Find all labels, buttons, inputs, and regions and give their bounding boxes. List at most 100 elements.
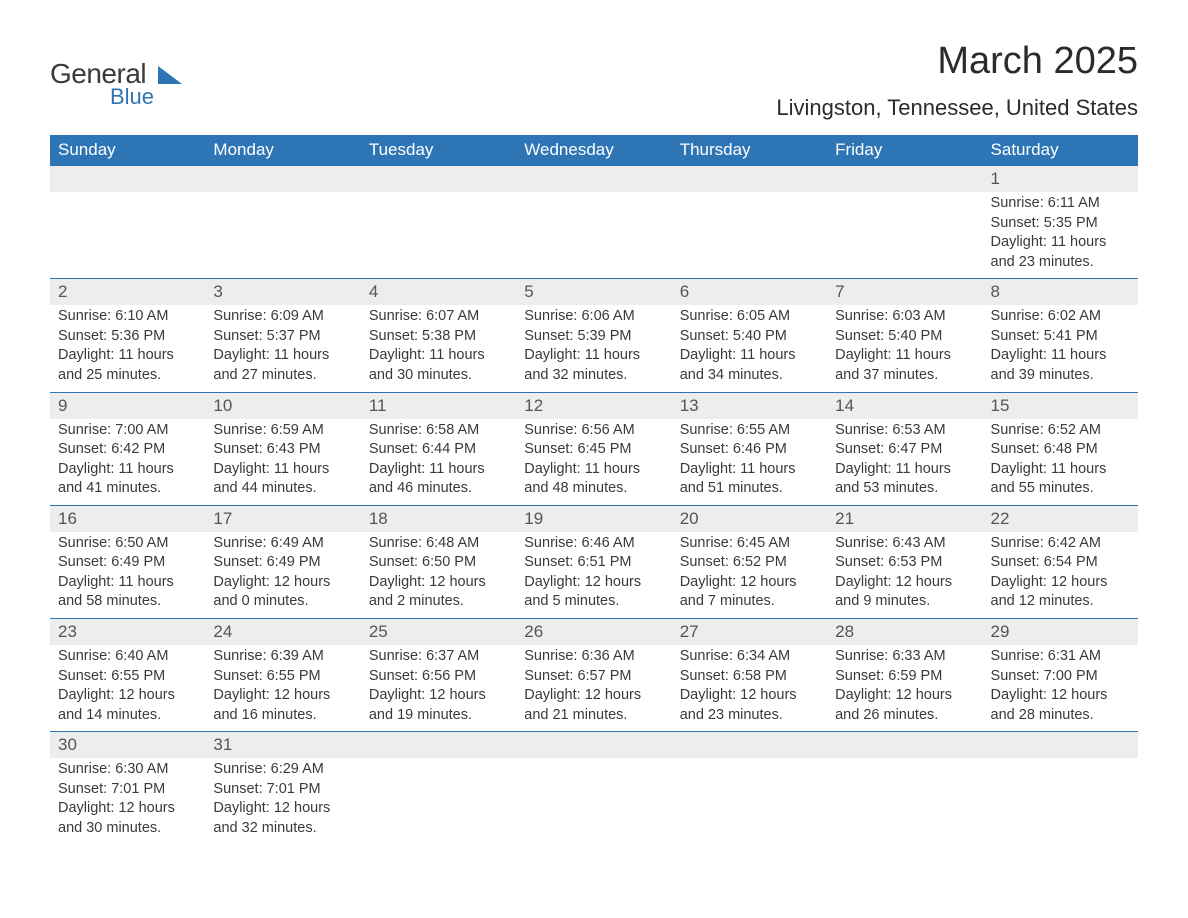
calendar-day-cell: 29Sunrise: 6:31 AMSunset: 7:00 PMDayligh… xyxy=(983,619,1138,732)
weekday-header: Sunday xyxy=(50,135,205,166)
day-number xyxy=(827,732,982,758)
brand-triangle-icon xyxy=(158,66,182,84)
location-subtitle: Livingston, Tennessee, United States xyxy=(776,95,1138,121)
brand-logo: General Blue xyxy=(50,60,182,108)
calendar-row: 30Sunrise: 6:30 AMSunset: 7:01 PMDayligh… xyxy=(50,732,1138,845)
calendar-day-cell: 20Sunrise: 6:45 AMSunset: 6:52 PMDayligh… xyxy=(672,505,827,618)
calendar-day-cell: 22Sunrise: 6:42 AMSunset: 6:54 PMDayligh… xyxy=(983,505,1138,618)
day-number xyxy=(205,166,360,192)
calendar-empty-cell xyxy=(672,166,827,279)
day-details: Sunrise: 6:09 AMSunset: 5:37 PMDaylight:… xyxy=(205,305,360,391)
day-details: Sunrise: 6:06 AMSunset: 5:39 PMDaylight:… xyxy=(516,305,671,391)
calendar-row: 23Sunrise: 6:40 AMSunset: 6:55 PMDayligh… xyxy=(50,619,1138,732)
calendar-day-cell: 13Sunrise: 6:55 AMSunset: 6:46 PMDayligh… xyxy=(672,392,827,505)
day-number: 16 xyxy=(50,506,205,532)
day-number: 28 xyxy=(827,619,982,645)
day-details: Sunrise: 6:02 AMSunset: 5:41 PMDaylight:… xyxy=(983,305,1138,391)
day-details xyxy=(672,192,827,278)
calendar-day-cell: 31Sunrise: 6:29 AMSunset: 7:01 PMDayligh… xyxy=(205,732,360,845)
calendar-row: 2Sunrise: 6:10 AMSunset: 5:36 PMDaylight… xyxy=(50,279,1138,392)
calendar-day-cell: 5Sunrise: 6:06 AMSunset: 5:39 PMDaylight… xyxy=(516,279,671,392)
calendar-day-cell: 6Sunrise: 6:05 AMSunset: 5:40 PMDaylight… xyxy=(672,279,827,392)
brand-line2: Blue xyxy=(110,86,154,108)
day-details: Sunrise: 6:33 AMSunset: 6:59 PMDaylight:… xyxy=(827,645,982,731)
calendar-table: SundayMondayTuesdayWednesdayThursdayFrid… xyxy=(50,135,1138,845)
day-details: Sunrise: 6:40 AMSunset: 6:55 PMDaylight:… xyxy=(50,645,205,731)
day-details xyxy=(205,192,360,278)
calendar-day-cell: 26Sunrise: 6:36 AMSunset: 6:57 PMDayligh… xyxy=(516,619,671,732)
day-details xyxy=(516,192,671,278)
weekday-header: Wednesday xyxy=(516,135,671,166)
day-number: 1 xyxy=(983,166,1138,192)
day-details: Sunrise: 6:34 AMSunset: 6:58 PMDaylight:… xyxy=(672,645,827,731)
day-details: Sunrise: 6:56 AMSunset: 6:45 PMDaylight:… xyxy=(516,419,671,505)
weekday-header: Tuesday xyxy=(361,135,516,166)
day-number: 18 xyxy=(361,506,516,532)
day-details: Sunrise: 6:11 AMSunset: 5:35 PMDaylight:… xyxy=(983,192,1138,278)
day-number xyxy=(50,166,205,192)
day-number: 21 xyxy=(827,506,982,532)
calendar-day-cell: 9Sunrise: 7:00 AMSunset: 6:42 PMDaylight… xyxy=(50,392,205,505)
day-number: 11 xyxy=(361,393,516,419)
day-details xyxy=(50,192,205,278)
day-details: Sunrise: 6:46 AMSunset: 6:51 PMDaylight:… xyxy=(516,532,671,618)
weekday-header: Thursday xyxy=(672,135,827,166)
day-details: Sunrise: 6:49 AMSunset: 6:49 PMDaylight:… xyxy=(205,532,360,618)
calendar-day-cell: 12Sunrise: 6:56 AMSunset: 6:45 PMDayligh… xyxy=(516,392,671,505)
day-details: Sunrise: 6:48 AMSunset: 6:50 PMDaylight:… xyxy=(361,532,516,618)
calendar-day-cell: 17Sunrise: 6:49 AMSunset: 6:49 PMDayligh… xyxy=(205,505,360,618)
day-details: Sunrise: 6:37 AMSunset: 6:56 PMDaylight:… xyxy=(361,645,516,731)
day-number: 22 xyxy=(983,506,1138,532)
day-number: 15 xyxy=(983,393,1138,419)
calendar-day-cell: 25Sunrise: 6:37 AMSunset: 6:56 PMDayligh… xyxy=(361,619,516,732)
day-number: 7 xyxy=(827,279,982,305)
day-details: Sunrise: 6:45 AMSunset: 6:52 PMDaylight:… xyxy=(672,532,827,618)
day-number: 29 xyxy=(983,619,1138,645)
day-number xyxy=(672,732,827,758)
calendar-empty-cell xyxy=(361,732,516,845)
calendar-empty-cell xyxy=(361,166,516,279)
day-number: 6 xyxy=(672,279,827,305)
day-details: Sunrise: 6:07 AMSunset: 5:38 PMDaylight:… xyxy=(361,305,516,391)
page-title: March 2025 xyxy=(776,40,1138,83)
calendar-empty-cell xyxy=(827,166,982,279)
day-details: Sunrise: 6:50 AMSunset: 6:49 PMDaylight:… xyxy=(50,532,205,618)
day-number xyxy=(516,732,671,758)
weekday-header: Monday xyxy=(205,135,360,166)
calendar-day-cell: 10Sunrise: 6:59 AMSunset: 6:43 PMDayligh… xyxy=(205,392,360,505)
day-number: 30 xyxy=(50,732,205,758)
day-details: Sunrise: 6:42 AMSunset: 6:54 PMDaylight:… xyxy=(983,532,1138,618)
calendar-empty-cell xyxy=(205,166,360,279)
calendar-empty-cell xyxy=(672,732,827,845)
day-number xyxy=(827,166,982,192)
calendar-day-cell: 19Sunrise: 6:46 AMSunset: 6:51 PMDayligh… xyxy=(516,505,671,618)
day-number: 24 xyxy=(205,619,360,645)
day-number: 23 xyxy=(50,619,205,645)
day-number xyxy=(983,732,1138,758)
day-details: Sunrise: 6:59 AMSunset: 6:43 PMDaylight:… xyxy=(205,419,360,505)
day-details: Sunrise: 6:55 AMSunset: 6:46 PMDaylight:… xyxy=(672,419,827,505)
day-details: Sunrise: 6:36 AMSunset: 6:57 PMDaylight:… xyxy=(516,645,671,731)
day-number: 5 xyxy=(516,279,671,305)
weekday-header-row: SundayMondayTuesdayWednesdayThursdayFrid… xyxy=(50,135,1138,166)
day-details: Sunrise: 6:58 AMSunset: 6:44 PMDaylight:… xyxy=(361,419,516,505)
day-details: Sunrise: 6:30 AMSunset: 7:01 PMDaylight:… xyxy=(50,758,205,844)
day-number: 8 xyxy=(983,279,1138,305)
calendar-day-cell: 15Sunrise: 6:52 AMSunset: 6:48 PMDayligh… xyxy=(983,392,1138,505)
calendar-day-cell: 28Sunrise: 6:33 AMSunset: 6:59 PMDayligh… xyxy=(827,619,982,732)
day-number: 31 xyxy=(205,732,360,758)
calendar-empty-cell xyxy=(516,166,671,279)
calendar-day-cell: 24Sunrise: 6:39 AMSunset: 6:55 PMDayligh… xyxy=(205,619,360,732)
day-number: 14 xyxy=(827,393,982,419)
calendar-day-cell: 18Sunrise: 6:48 AMSunset: 6:50 PMDayligh… xyxy=(361,505,516,618)
calendar-row: 16Sunrise: 6:50 AMSunset: 6:49 PMDayligh… xyxy=(50,505,1138,618)
day-details: Sunrise: 7:00 AMSunset: 6:42 PMDaylight:… xyxy=(50,419,205,505)
calendar-day-cell: 23Sunrise: 6:40 AMSunset: 6:55 PMDayligh… xyxy=(50,619,205,732)
day-details: Sunrise: 6:43 AMSunset: 6:53 PMDaylight:… xyxy=(827,532,982,618)
day-details xyxy=(827,192,982,278)
calendar-day-cell: 27Sunrise: 6:34 AMSunset: 6:58 PMDayligh… xyxy=(672,619,827,732)
day-details: Sunrise: 6:03 AMSunset: 5:40 PMDaylight:… xyxy=(827,305,982,391)
day-number: 3 xyxy=(205,279,360,305)
day-details: Sunrise: 6:29 AMSunset: 7:01 PMDaylight:… xyxy=(205,758,360,844)
day-details: Sunrise: 6:39 AMSunset: 6:55 PMDaylight:… xyxy=(205,645,360,731)
